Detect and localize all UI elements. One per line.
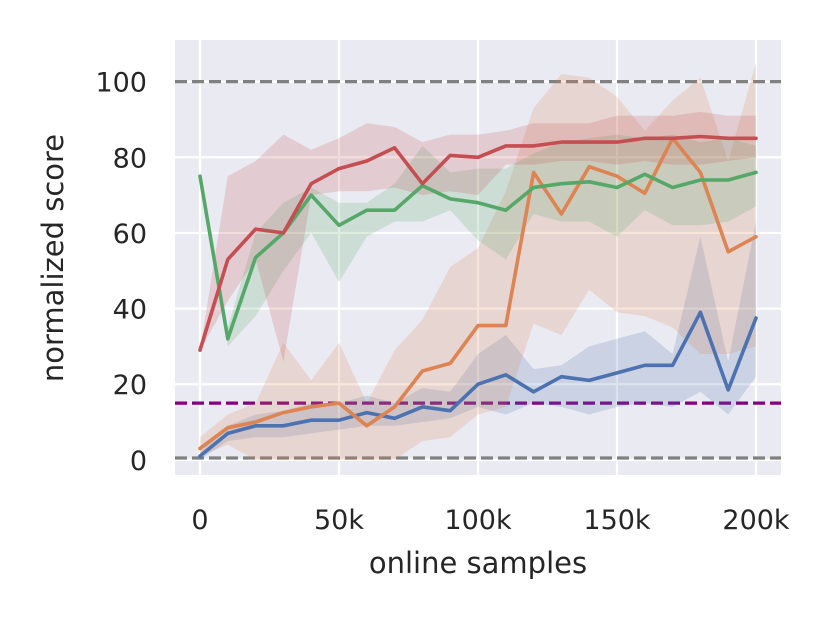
confidence-band [200, 221, 756, 460]
confidence-band [200, 111, 756, 362]
y-tick-labels: 0 20 40 60 80 100 [95, 68, 147, 477]
x-tick-label: 50k [314, 505, 364, 536]
y-axis-label: normalized score [36, 134, 70, 382]
y-tick-label: 40 [113, 295, 147, 326]
y-tick-label: 100 [95, 68, 147, 99]
series-line [198, 134, 758, 353]
x-tick-label: 0 [191, 505, 208, 536]
x-tick-label: 100k [444, 505, 512, 536]
x-tick-labels: 0 50k 100k 150k 200k [191, 505, 790, 536]
x-tick-label: 150k [583, 505, 651, 536]
series-line [198, 170, 758, 341]
series-lines [198, 134, 758, 458]
reference-lines [175, 80, 781, 460]
y-tick-label: 60 [113, 219, 147, 250]
series-line [198, 136, 758, 451]
confidence-band [200, 62, 756, 460]
series-line [198, 310, 758, 458]
x-axis-label: online samples [369, 546, 587, 580]
y-tick-label: 0 [130, 446, 147, 477]
y-tick-label: 80 [113, 143, 147, 174]
y-tick-label: 20 [113, 370, 147, 401]
x-tick-label: 200k [722, 505, 790, 536]
